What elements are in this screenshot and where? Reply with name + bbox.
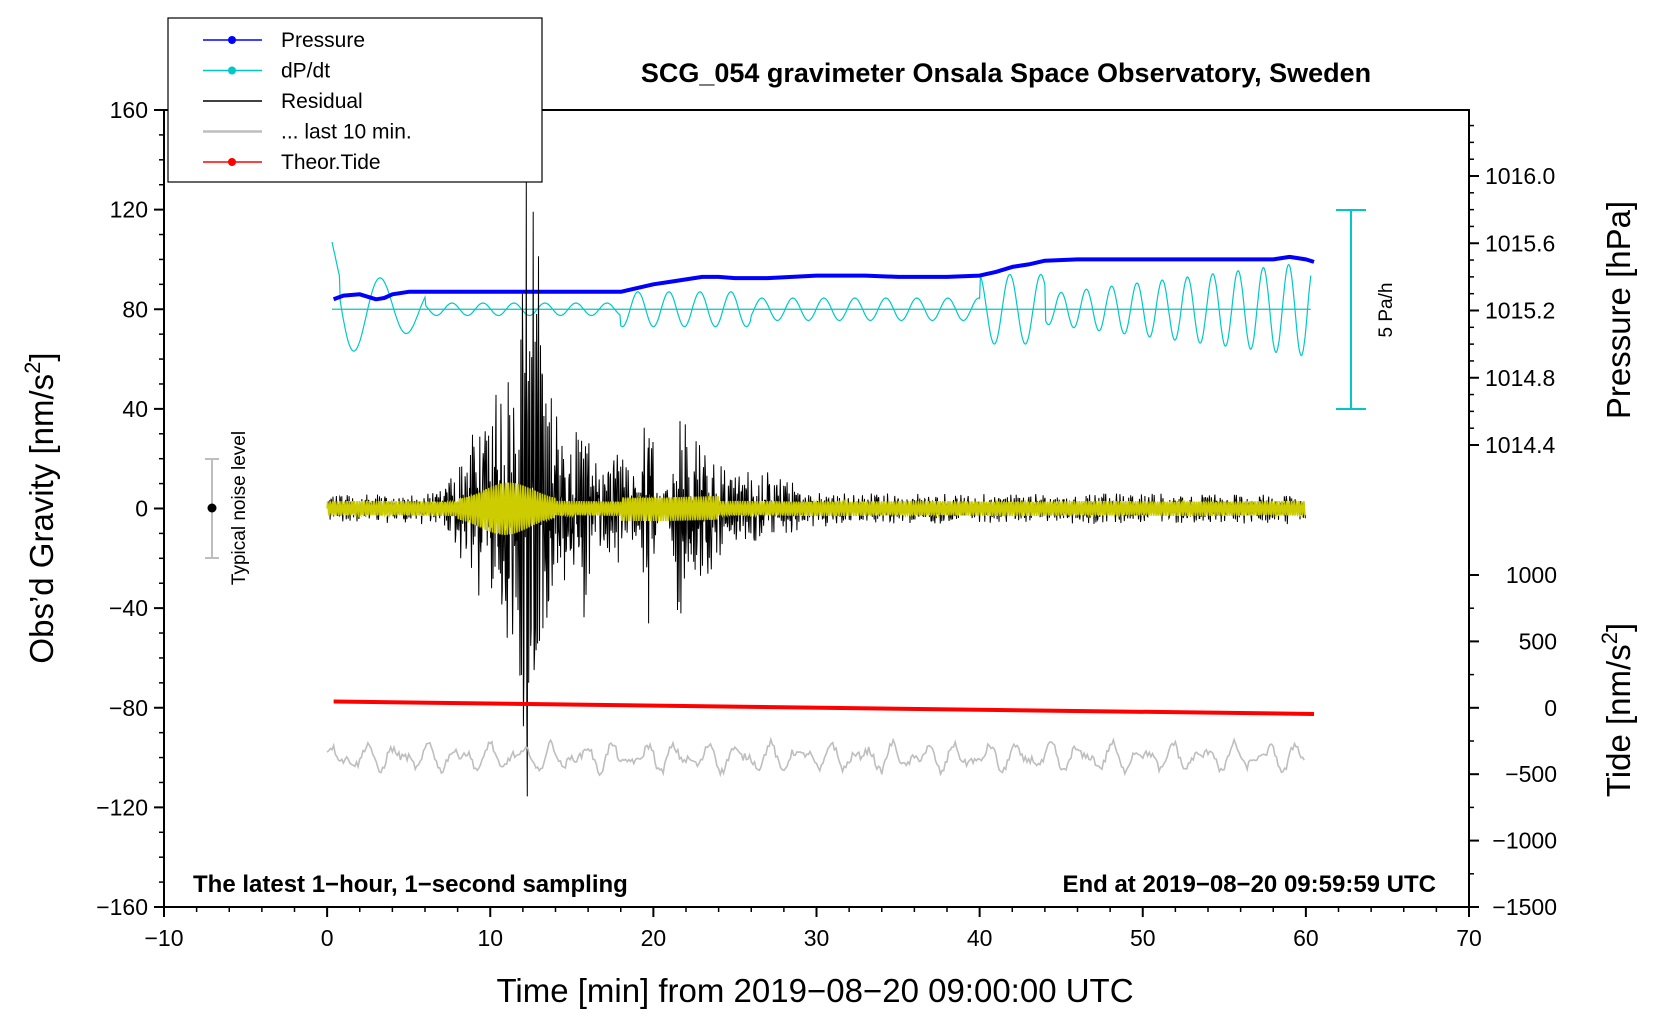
- legend-box: [167, 17, 543, 183]
- y-left-tick-label: 80: [122, 296, 148, 322]
- y-axis-tide-title: Tide [nm/s2]: [1597, 623, 1637, 797]
- legend-label: Pressure: [281, 29, 365, 52]
- end-time-note: End at 2019−08−20 09:59:59 UTC: [1062, 871, 1436, 898]
- x-tick-label: 0: [321, 925, 334, 951]
- y-axis-left-title: Obs’d Gravity [nm/s2]: [20, 352, 60, 663]
- y-left-title-close: ]: [23, 352, 60, 361]
- tide-title-close: ]: [1600, 623, 1637, 632]
- x-tick-label: −10: [144, 925, 183, 951]
- tide-tick-label: −1000: [1492, 828, 1557, 854]
- y-left-title-main: Obs’d Gravity [nm/s: [23, 374, 60, 664]
- pressure-tick-label: 1016.0: [1485, 163, 1555, 189]
- chart-title: SCG_054 gravimeter Onsala Space Observat…: [641, 58, 1371, 88]
- noise-bar-dot: [207, 503, 217, 513]
- y-left-tick-label: 40: [122, 396, 148, 422]
- theor-tide-line: [333, 699, 1315, 716]
- x-tick-label: 70: [1456, 925, 1482, 951]
- pressure-tick-label: 1015.2: [1485, 298, 1555, 324]
- tide-tick-label: −1500: [1492, 894, 1557, 920]
- x-tick-label: 60: [1293, 925, 1319, 951]
- tide-tick-label: 1000: [1506, 562, 1557, 588]
- pressure-line: [332, 254, 1315, 302]
- pressure-tick-label: 1014.8: [1485, 365, 1555, 391]
- legend-label: Residual: [281, 90, 363, 113]
- legend-label: Theor.Tide: [281, 151, 381, 174]
- pressure-tick-label: 1015.6: [1485, 230, 1555, 256]
- legend-label: ... last 10 min.: [281, 121, 412, 144]
- sampling-note: The latest 1−hour, 1−second sampling: [193, 871, 628, 898]
- noise-level-label: Typical noise level: [229, 431, 250, 585]
- legend-swatch-marker: [228, 158, 236, 166]
- y-left-tick-label: −40: [109, 595, 148, 621]
- axis-ticks: −10 0 10 20 30 40 50 60 70 160 120 80 40 0 −40 −80 −120 −…: [96, 97, 1557, 951]
- residual-smooth-line: [326, 482, 1307, 535]
- last-10-min-line: [326, 736, 1305, 778]
- tide-title-main: Tide [nm/s: [1600, 644, 1637, 797]
- x-tick-label: 10: [477, 925, 503, 951]
- x-tick-label: 50: [1130, 925, 1156, 951]
- y-left-tick-label: −80: [109, 695, 148, 721]
- tide-tick-label: −500: [1505, 761, 1557, 787]
- y-left-title-sup: 2: [20, 362, 45, 374]
- y-left-tick-label: 160: [110, 97, 148, 123]
- legend-swatch-marker: [228, 36, 236, 44]
- y-axis-pressure-title: Pressure [hPa]: [1600, 201, 1637, 419]
- legend-swatch-marker: [228, 66, 236, 75]
- y-left-tick-label: 120: [110, 197, 148, 223]
- y-left-tick-label: −160: [96, 894, 148, 920]
- y-left-tick-label: −120: [96, 794, 148, 820]
- dpdt-line: [331, 241, 1312, 357]
- tide-tick-label: 500: [1519, 628, 1557, 654]
- y-left-tick-label: 0: [135, 496, 148, 522]
- scale-bar-label: 5 Pa/h: [1376, 283, 1397, 338]
- pressure-tick-label: 1014.4: [1485, 432, 1556, 458]
- legend: Pressure dP/dt Residual ... last 10 min. The…: [167, 17, 543, 183]
- x-tick-label: 20: [641, 925, 667, 951]
- tide-tick-label: 0: [1544, 695, 1557, 721]
- noise-level-indicator: Typical noise level: [205, 431, 250, 585]
- legend-label: dP/dt: [281, 60, 330, 83]
- x-axis-title: Time [min] from 2019−08−20 09:00:00 UTC: [496, 972, 1133, 1009]
- dpdt-scale-bar: 5 Pa/h: [1336, 209, 1397, 410]
- x-tick-label: 40: [967, 925, 993, 951]
- x-tick-label: 30: [804, 925, 830, 951]
- tide-title-sup: 2: [1597, 632, 1622, 644]
- series-layer: [326, 176, 1315, 797]
